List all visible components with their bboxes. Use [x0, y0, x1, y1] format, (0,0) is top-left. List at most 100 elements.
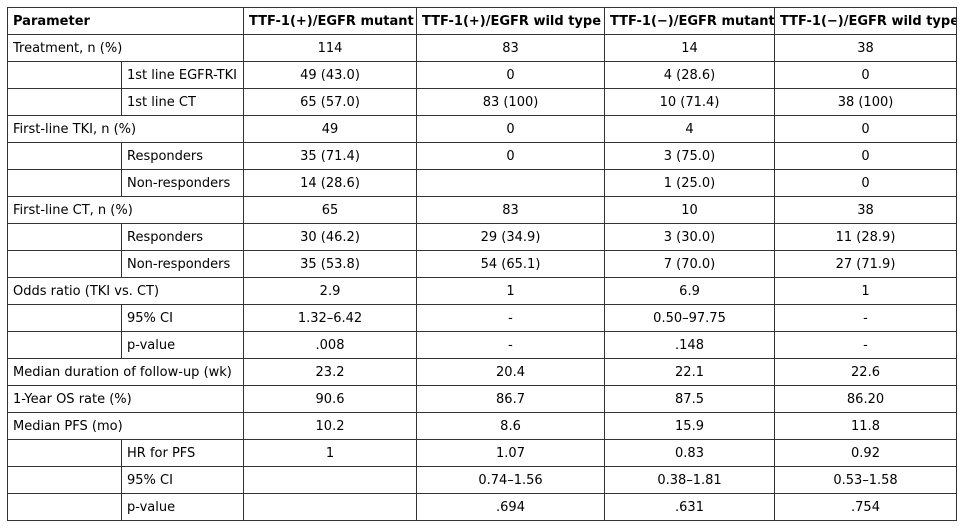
table-row: Non-responders 35 (53.8) 54 (65.1) 7 (70.0)… [7, 250, 958, 278]
table-row: 1st line CT 65 (57.0) 83 (100) 10 (71.4) 38 … [7, 88, 958, 116]
value-cell: 38 [774, 34, 958, 62]
value-cell: 38 [774, 196, 958, 224]
subparameter-cell: p-value [120, 331, 245, 359]
value-cell: .631 [604, 493, 776, 521]
value-cell: - [416, 304, 606, 332]
value-cell: 1 [416, 277, 606, 305]
value-cell: 1 [243, 439, 418, 467]
value-cell: 30 (46.2) [243, 223, 418, 251]
header-cell: TTF-1(+)/EGFR wild type [416, 7, 606, 35]
value-cell: 0.74–1.56 [416, 466, 606, 494]
value-cell: 27 (71.9) [774, 250, 958, 278]
value-cell: 1.32–6.42 [243, 304, 418, 332]
header-row: Parameter TTF-1(+)/EGFR mutant TTF-1(+)/EG… [6, 7, 958, 35]
header-cell: TTF-1(−)/EGFR mutant [604, 7, 776, 35]
table-row: First-line CT, n (%) 65 83 10 38 [6, 196, 958, 224]
value-cell: 49 (43.0) [243, 61, 418, 89]
value-cell: 114 [243, 34, 418, 62]
table-row: 1-Year OS rate (%) 90.6 86.7 87.5 86.20 [6, 385, 958, 413]
indent-cell [7, 493, 122, 521]
table-row: p-value .694.631.754 [7, 493, 958, 521]
parameter-cell: Median duration of follow-up (wk) [6, 358, 245, 386]
table-row: 1st line EGFR-TKI 49 (43.0) 0 4 (28.6) 0 [7, 61, 958, 89]
table-row: Odds ratio (TKI vs. CT) 2.9 1 6.9 1 [6, 277, 958, 305]
value-cell: 10.2 [243, 412, 418, 440]
value-cell: .754 [774, 493, 958, 521]
parameter-cell: First-line CT, n (%) [6, 196, 245, 224]
table-row: 95% CI 0.74–1.56 0.38–1.81 0.53–1.58 [7, 466, 958, 494]
value-cell: 20.4 [416, 358, 606, 386]
value-cell: 0 [774, 61, 958, 89]
value-cell: .148 [604, 331, 776, 359]
value-cell: 15.9 [604, 412, 776, 440]
subparameter-cell: Non-responders [120, 169, 245, 197]
value-cell: 22.6 [774, 358, 958, 386]
value-cell: 83 [416, 34, 606, 62]
subparameter-cell: 1st line CT [120, 88, 245, 116]
value-cell: 23.2 [243, 358, 418, 386]
value-cell: 0.50–97.75 [604, 304, 776, 332]
value-cell: 10 (71.4) [604, 88, 776, 116]
parameter-cell: Median PFS (mo) [6, 412, 245, 440]
value-cell: 83 [416, 196, 606, 224]
header-cell: TTF-1(+)/EGFR mutant [243, 7, 418, 35]
value-cell: 90.6 [243, 385, 418, 413]
value-cell: - [774, 304, 958, 332]
value-cell: 0.92 [774, 439, 958, 467]
indent-cell [7, 142, 122, 170]
table-row: HR for PFS 1 1.07 0.83 0.92 [7, 439, 958, 467]
value-cell: 3 (75.0) [604, 142, 776, 170]
value-cell: 29 (34.9) [416, 223, 606, 251]
value-cell: 6.9 [604, 277, 776, 305]
value-cell: 0.53–1.58 [774, 466, 958, 494]
subparameter-cell: 95% CI [120, 466, 245, 494]
table-row: Median PFS (mo) 10.2 8.6 15.9 11.8 [6, 412, 958, 440]
value-cell: 35 (71.4) [243, 142, 418, 170]
table-row: 95% CI 1.32–6.42-0.50–97.75- [7, 304, 958, 332]
data-table: Parameter TTF-1(+)/EGFR mutant TTF-1(+)/EG… [6, 7, 958, 521]
subparameter-cell: Non-responders [120, 250, 245, 278]
indent-cell [7, 466, 122, 494]
empty-cell [416, 169, 606, 197]
value-cell: 8.6 [416, 412, 606, 440]
value-cell: 86.20 [774, 385, 958, 413]
subparameter-cell: 1st line EGFR-TKI [120, 61, 245, 89]
value-cell: 0.38–1.81 [604, 466, 776, 494]
value-cell: 54 (65.1) [416, 250, 606, 278]
value-cell: 3 (30.0) [604, 223, 776, 251]
value-cell: 87.5 [604, 385, 776, 413]
value-cell: 35 (53.8) [243, 250, 418, 278]
indent-cell [7, 88, 122, 116]
table-row: First-line TKI, n (%) 49 0 4 0 [6, 115, 958, 143]
value-cell: 86.7 [416, 385, 606, 413]
subparameter-cell: p-value [120, 493, 245, 521]
value-cell: 14 (28.6) [243, 169, 418, 197]
subparameter-cell: HR for PFS [120, 439, 245, 467]
subparameter-cell: Responders [120, 223, 245, 251]
empty-cell [243, 466, 418, 494]
subparameter-cell: 95% CI [120, 304, 245, 332]
value-cell: 10 [604, 196, 776, 224]
value-cell: 1 (25.0) [604, 169, 776, 197]
indent-cell [7, 331, 122, 359]
indent-cell [7, 439, 122, 467]
value-cell: 11 (28.9) [774, 223, 958, 251]
table-row: p-value .008- .148- [7, 331, 958, 359]
value-cell: 14 [604, 34, 776, 62]
value-cell: 2.9 [243, 277, 418, 305]
value-cell: - [774, 331, 958, 359]
value-cell: 4 (28.6) [604, 61, 776, 89]
value-cell: 0 [416, 61, 606, 89]
parameter-cell: Odds ratio (TKI vs. CT) [6, 277, 245, 305]
parameter-cell: 1-Year OS rate (%) [6, 385, 245, 413]
indent-cell [7, 304, 122, 332]
value-cell: 83 (100) [416, 88, 606, 116]
value-cell: 7 (70.0) [604, 250, 776, 278]
value-cell: - [416, 331, 606, 359]
indent-cell [7, 169, 122, 197]
value-cell: 11.8 [774, 412, 958, 440]
value-cell: 0 [774, 142, 958, 170]
parameter-cell: First-line TKI, n (%) [6, 115, 245, 143]
value-cell: .008 [243, 331, 418, 359]
